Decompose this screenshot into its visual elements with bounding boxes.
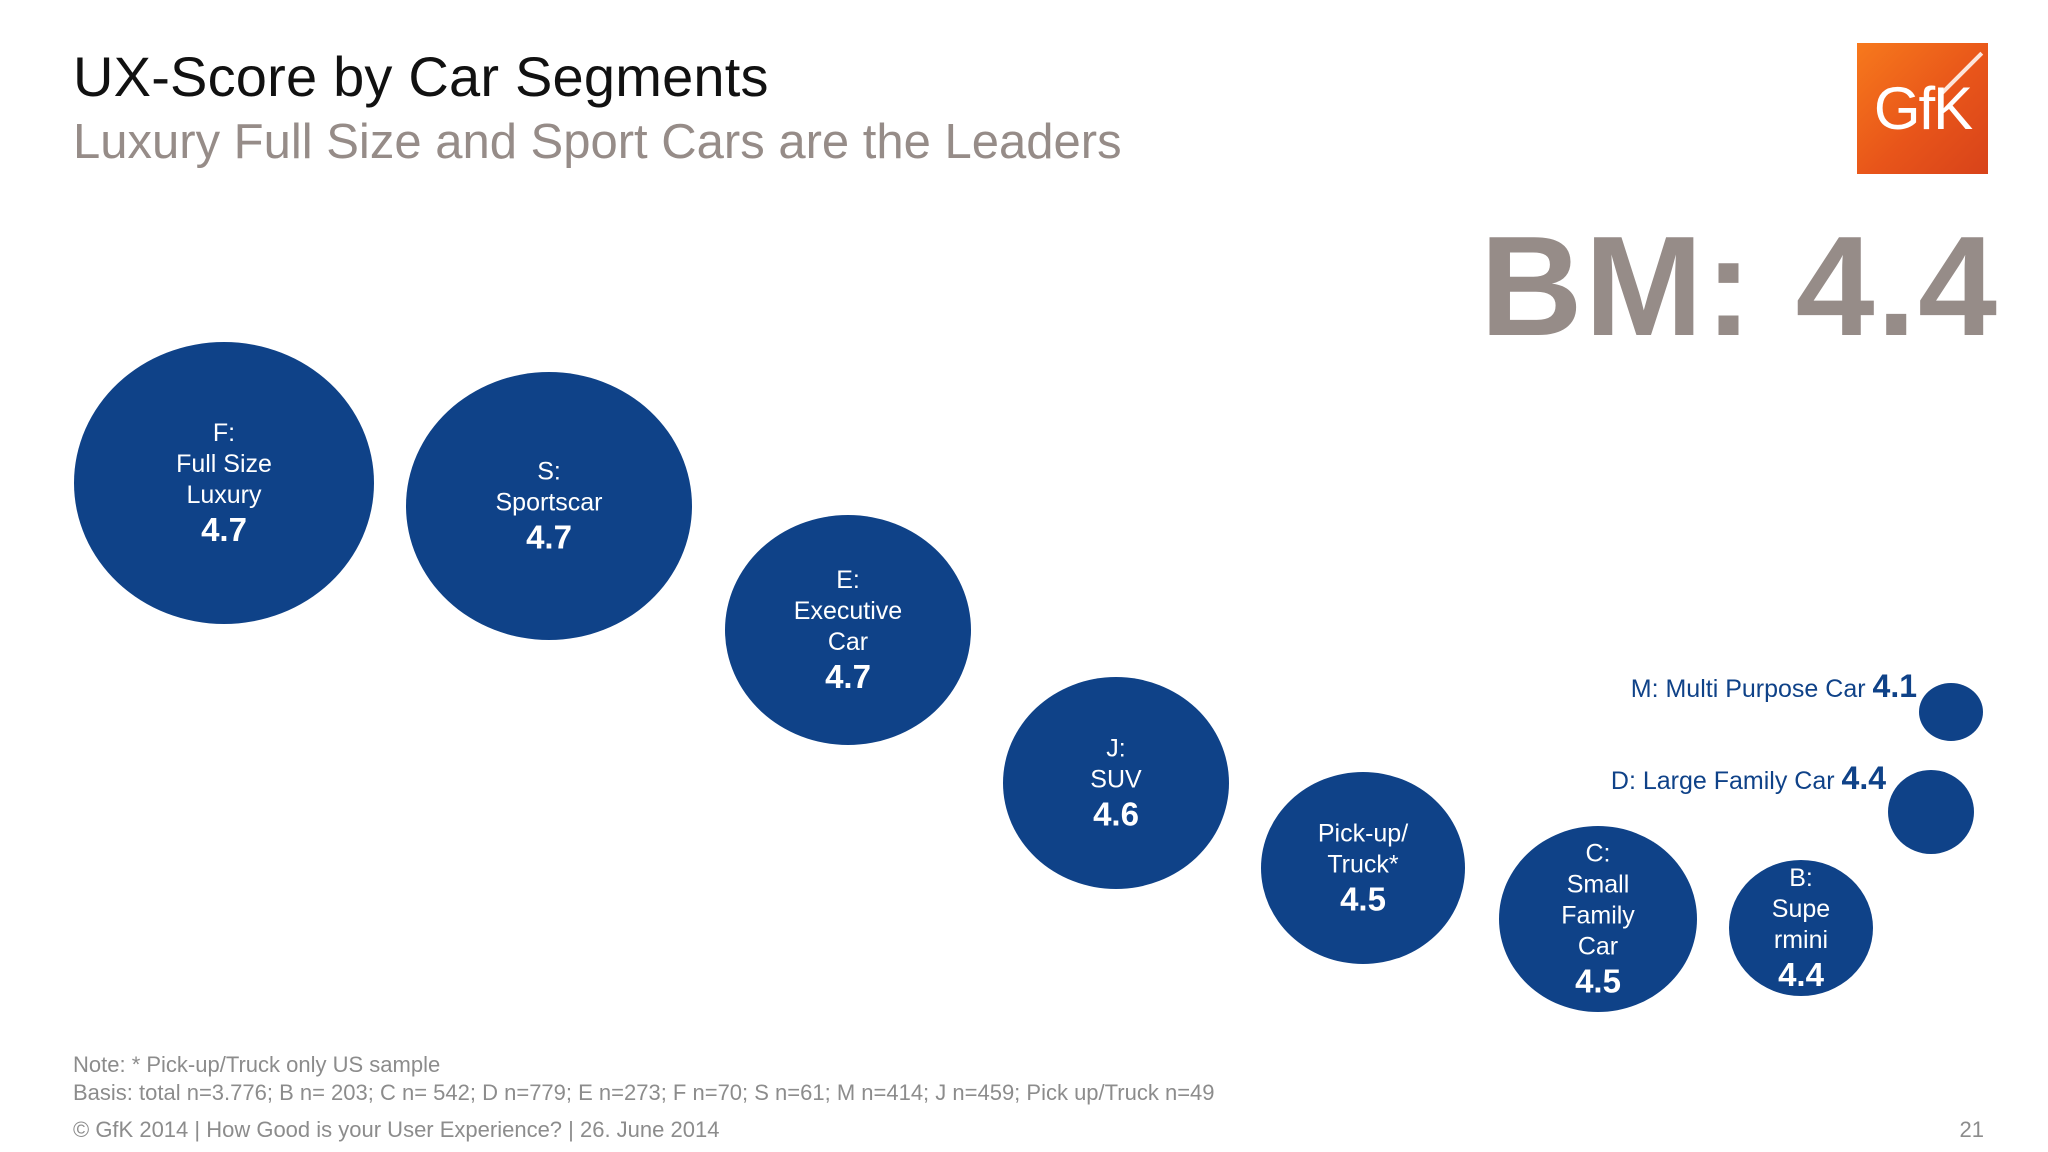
bubble-e-label-line: E: (836, 566, 860, 594)
footnote-sample: Note: * Pick-up/Truck only US sample (73, 1052, 441, 1077)
bubble-pt (1261, 772, 1465, 964)
callout-large-family-car: D: Large Family Car 4.4 (1611, 760, 1886, 797)
bubble-pt-label-line: Pick-up/ (1318, 820, 1408, 848)
page-number: 21 (1959, 1117, 1984, 1142)
bubble-e (725, 515, 971, 745)
bubble-s-label-line: Sportscar (496, 489, 603, 517)
bubble-c-label-line: Small (1567, 871, 1630, 899)
bubble-b-label-line: Supe (1772, 895, 1830, 923)
bubble-f-label-line: F: (213, 419, 235, 447)
bubble-s-label-line: S: (537, 458, 561, 486)
bubble-pt-label-line: Truck* (1327, 851, 1399, 879)
footer-copyright: © GfK 2014 | How Good is your User Exper… (73, 1117, 720, 1142)
gfk-logo-text: GfK (1873, 75, 1973, 142)
bubble-j-value: 4.6 (1093, 796, 1139, 833)
callout-m-value: 4.1 (1872, 668, 1917, 704)
bubble-j-label-line: SUV (1090, 766, 1142, 794)
bubble-j-label-line: J: (1106, 735, 1125, 763)
footnote-basis: Basis: total n=3.776; B n= 203; C n= 542… (73, 1080, 1215, 1105)
bubble-b-label-line: B: (1789, 864, 1813, 892)
bubble-e-label-line: Executive (794, 597, 902, 625)
callout-multi-purpose-car: M: Multi Purpose Car 4.1 (1631, 668, 1917, 705)
bubble-c (1499, 826, 1697, 1012)
gfk-logo: GfK (1857, 43, 1988, 174)
bubble-c-label-line: Car (1578, 933, 1618, 961)
bubble-d (1888, 770, 1974, 854)
bubble-e-label-line: Car (828, 628, 868, 656)
bubble-e-value: 4.7 (825, 658, 871, 695)
bubble-b (1729, 860, 1873, 996)
page-subtitle: Luxury Full Size and Sport Cars are the … (73, 115, 1122, 169)
bubble-f (74, 342, 374, 624)
bubble-b-label-line: rmini (1774, 926, 1828, 954)
bubble-s (406, 372, 692, 640)
callout-d-label: D: Large Family Car (1610, 767, 1835, 795)
benchmark-value: BM: 4.4 (1480, 207, 1999, 366)
bubble-c-label-line: Family (1561, 902, 1635, 930)
bubble-pt-value: 4.5 (1340, 881, 1386, 918)
bubble-c-value: 4.5 (1575, 963, 1621, 1000)
bubble-b-value: 4.4 (1778, 956, 1825, 993)
bubble-j (1003, 677, 1229, 889)
bubble-f-value: 4.7 (201, 511, 247, 548)
bubble-s-value: 4.7 (526, 519, 572, 556)
bubble-f-label-line: Luxury (186, 481, 262, 509)
callout-d-value: 4.4 (1841, 760, 1886, 796)
bubble-f-label-line: Full Size (176, 450, 272, 478)
bubble-c-label-line: C: (1586, 840, 1611, 868)
page-title: UX-Score by Car Segments (73, 45, 769, 108)
bubble-m (1919, 683, 1983, 741)
callout-m-label: M: Multi Purpose Car (1630, 675, 1866, 703)
